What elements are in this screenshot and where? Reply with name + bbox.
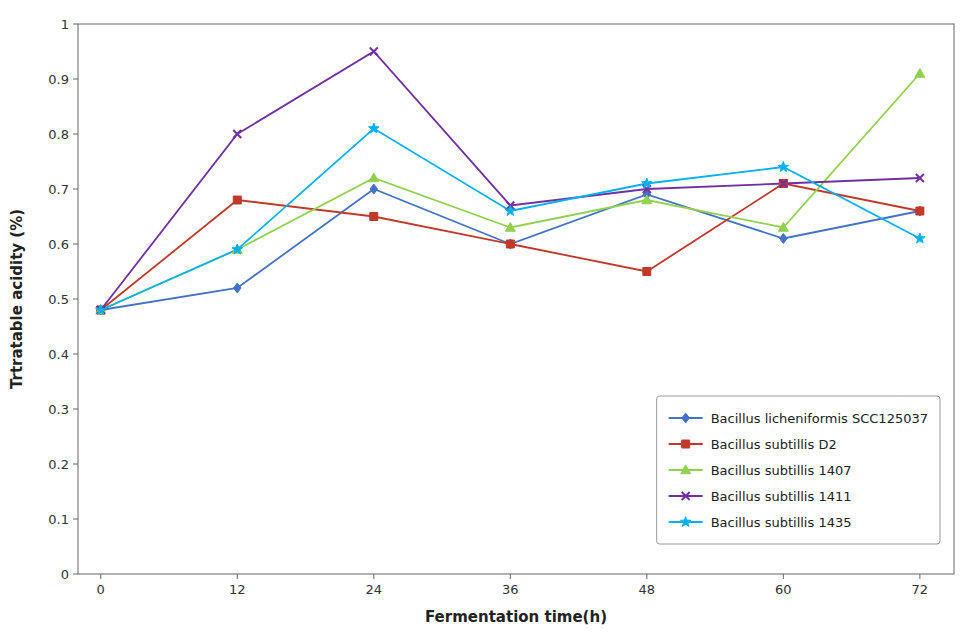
y-tick bbox=[73, 519, 78, 520]
legend: Bacillus licheniformis SCC125037 Bacillus… bbox=[657, 396, 940, 544]
y-tick bbox=[73, 24, 78, 25]
y-tick-label: 0.7 bbox=[48, 182, 69, 197]
legend-marker bbox=[680, 517, 690, 527]
point bbox=[642, 195, 652, 204]
series-line bbox=[101, 52, 920, 311]
chart: 0 12 24 36 48 60 72 0 0.1 0.2 0.3 0.4 0.5 0.6 0.7 0.8 0.… bbox=[0, 0, 978, 640]
point bbox=[916, 174, 924, 182]
point bbox=[916, 206, 924, 216]
y-tick-label: 0.2 bbox=[48, 457, 69, 472]
x-tick bbox=[783, 574, 784, 579]
series-line bbox=[101, 189, 920, 310]
x-tick bbox=[919, 574, 920, 579]
point bbox=[505, 206, 515, 216]
y-tick-label: 0.8 bbox=[48, 127, 69, 142]
series-line bbox=[101, 74, 920, 311]
y-tick bbox=[73, 354, 78, 355]
legend-marker bbox=[681, 465, 691, 474]
legend-label: Bacillus subtillis 1407 bbox=[711, 463, 852, 478]
legend-label: Bacillus subtillis 1435 bbox=[711, 515, 852, 530]
y-tick bbox=[73, 134, 78, 135]
point bbox=[370, 213, 378, 221]
y-tick-label: 0.6 bbox=[48, 237, 69, 252]
y-tick-label: 0 bbox=[61, 567, 69, 582]
legend-marker bbox=[682, 413, 690, 423]
y-tick bbox=[73, 79, 78, 80]
point bbox=[506, 240, 514, 248]
point bbox=[232, 244, 242, 254]
x-tick bbox=[510, 574, 511, 579]
series-line bbox=[101, 129, 920, 311]
point bbox=[779, 180, 787, 188]
point bbox=[370, 184, 378, 194]
point bbox=[96, 305, 106, 314]
y-tick bbox=[73, 189, 78, 190]
x-tick bbox=[100, 574, 101, 579]
y-axis-label: Trtratable acidity (%) bbox=[8, 209, 26, 389]
x-tick bbox=[373, 574, 374, 579]
x-tick-label: 48 bbox=[639, 582, 656, 597]
point bbox=[780, 234, 788, 244]
y-tick bbox=[73, 299, 78, 300]
x-tick bbox=[646, 574, 647, 579]
y-tick-label: 0.3 bbox=[48, 402, 69, 417]
x-tick bbox=[237, 574, 238, 579]
x-tick-label: 72 bbox=[912, 582, 929, 597]
x-tick-label: 60 bbox=[775, 582, 792, 597]
y-tick-label: 0.5 bbox=[48, 292, 69, 307]
point bbox=[369, 123, 379, 133]
legend-marker bbox=[682, 440, 690, 448]
point bbox=[233, 196, 241, 204]
y-tick bbox=[73, 464, 78, 465]
point bbox=[232, 245, 242, 254]
y-tick-label: 1 bbox=[61, 17, 69, 32]
legend-marker bbox=[682, 492, 690, 500]
point bbox=[507, 239, 515, 249]
legend-label: Bacillus subtillis D2 bbox=[711, 437, 837, 452]
y-tick-label: 0.4 bbox=[48, 347, 69, 362]
point bbox=[505, 223, 515, 232]
point bbox=[779, 180, 787, 188]
x-tick-label: 12 bbox=[229, 582, 246, 597]
point bbox=[233, 130, 241, 138]
y-tick bbox=[73, 409, 78, 410]
y-tick bbox=[73, 574, 78, 575]
x-axis-label: Fermentation time(h) bbox=[425, 608, 607, 626]
legend-box bbox=[657, 396, 940, 544]
point bbox=[915, 233, 925, 243]
point bbox=[916, 207, 924, 215]
series-line bbox=[101, 184, 920, 311]
y-tick-label: 0.1 bbox=[48, 512, 69, 527]
point bbox=[778, 162, 788, 172]
x-tick-label: 24 bbox=[366, 582, 383, 597]
y-tick bbox=[73, 244, 78, 245]
point bbox=[96, 305, 106, 315]
point bbox=[915, 69, 925, 78]
point bbox=[369, 173, 379, 182]
point bbox=[643, 268, 651, 276]
x-tick-label: 0 bbox=[97, 582, 105, 597]
y-tick-label: 0.9 bbox=[48, 72, 69, 87]
point bbox=[370, 48, 378, 56]
legend-label: Bacillus licheniformis SCC125037 bbox=[711, 411, 928, 426]
point bbox=[642, 178, 652, 188]
legend-label: Bacillus subtillis 1411 bbox=[711, 489, 852, 504]
point bbox=[234, 283, 242, 293]
point bbox=[778, 223, 788, 232]
x-tick-label: 36 bbox=[502, 582, 519, 597]
plot-frame bbox=[78, 24, 954, 574]
plot-area bbox=[96, 48, 926, 316]
